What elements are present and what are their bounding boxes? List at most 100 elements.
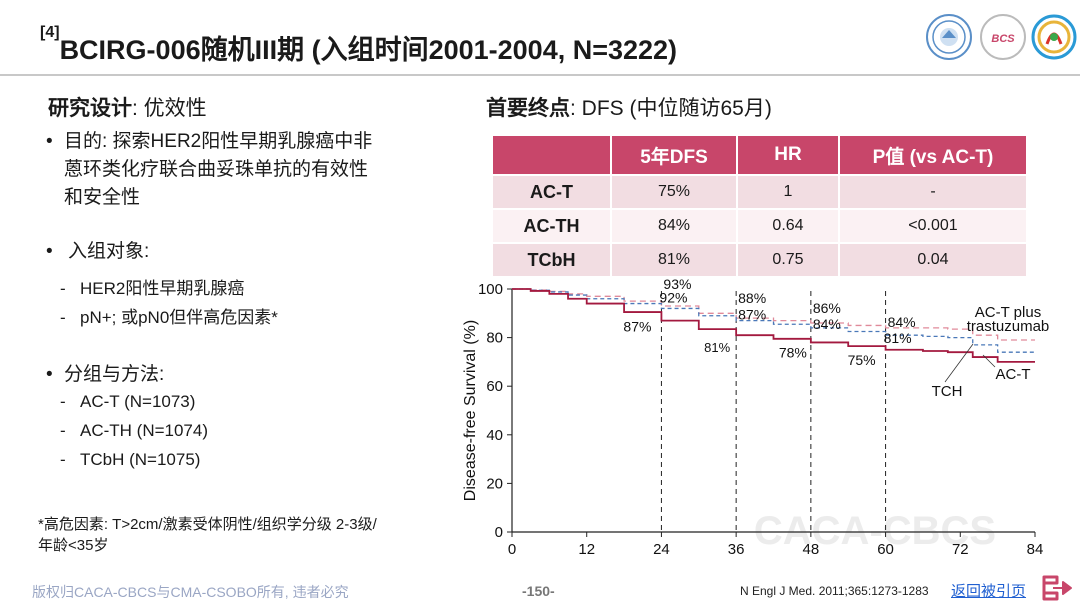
csobo-logo: [1031, 14, 1077, 60]
x-tick-label: 24: [653, 541, 670, 558]
dfs-km-chart: CACA-CBCS 0 20 40 60 80 100 0 12 24 36 48 60 72 84 93…: [462, 276, 1050, 558]
data-label: 84%: [888, 314, 916, 330]
y-tick-label: 0: [495, 524, 503, 541]
population-item: - pN+; 或pN0但伴高危因素*: [60, 308, 278, 327]
data-label: 81%: [884, 330, 912, 346]
population-bullet: • 入组对象:: [46, 238, 150, 266]
table-cell: 0.64: [737, 208, 840, 243]
y-tick-label: 100: [478, 281, 503, 298]
groups-bullet: • 分组与方法:: [46, 361, 165, 389]
x-tick-label: 12: [578, 541, 595, 558]
data-label: 93%: [663, 276, 691, 292]
footnote-line: *高危因素: T>2cm/激素受体阴性/组织学分级 2-3级/: [38, 516, 377, 533]
table-row: AC-TH 84% 0.64 <0.001: [493, 208, 1026, 243]
series-label: trastuzumab: [967, 318, 1050, 335]
population-item-text: HER2阳性早期乳腺癌: [80, 279, 245, 298]
design-heading-rest: : 优效性: [132, 97, 207, 120]
x-tick-label: 48: [803, 541, 820, 558]
footnote-line: 年龄<35岁: [38, 537, 109, 554]
table-cell: AC-TH: [493, 208, 612, 243]
table-cell: 75%: [611, 174, 738, 209]
km-curve-tch: [512, 288, 1035, 353]
title-text: BCIRG-006随机III期 (入组时间2001-2004, N=3222): [59, 35, 678, 65]
bullet-dot: •: [46, 364, 53, 385]
population-item: - HER2阳性早期乳腺癌: [60, 279, 245, 298]
data-label: 87%: [623, 319, 651, 335]
table-cell: TCbH: [493, 242, 612, 276]
data-label: 92%: [659, 289, 687, 305]
data-label: 84%: [813, 316, 841, 332]
svg-text:BCS: BCS: [991, 33, 1015, 45]
copyright-notice: 版权归CACA-CBCS与CMA-CSOBO所有, 违者必究: [32, 584, 349, 600]
y-axis-label: Disease-free Survival (%): [462, 320, 479, 501]
title-divider: [0, 74, 1080, 76]
x-tick-label: 72: [952, 541, 969, 558]
society-seal-logo: [926, 14, 972, 60]
x-tick-label: 84: [1027, 541, 1044, 558]
population-label: 入组对象:: [68, 241, 150, 262]
population-item-text: pN+; 或pN0但伴高危因素*: [80, 308, 278, 327]
group-item: - AC-TH (N=1074): [60, 421, 209, 440]
design-heading: 研究设计: 优效性: [48, 92, 207, 122]
bullet-dot: •: [46, 241, 53, 262]
table-cell: <0.001: [839, 208, 1026, 243]
dfs-results-table: 5年DFS HR P值 (vs AC-T) AC-T 75% 1 - AC-TH…: [493, 136, 1026, 276]
title-reference: [4]: [40, 24, 60, 41]
data-label: 86%: [813, 300, 841, 316]
y-tick-label: 80: [486, 330, 503, 347]
back-arrow-icon[interactable]: [1041, 574, 1073, 602]
bullet-dot: •: [46, 131, 53, 152]
table-cell: AC-T: [493, 174, 612, 209]
group-item-text: AC-T (N=1073): [80, 392, 196, 411]
y-tick-label: 40: [486, 427, 503, 444]
data-label: 88%: [738, 290, 766, 306]
back-link[interactable]: 返回被引页: [951, 583, 1027, 600]
data-label: 75%: [848, 352, 876, 368]
chart-watermark: CACA-CBCS: [754, 509, 996, 553]
purpose-line: 蒽环类化疗联合曲妥珠单抗的有效性: [64, 159, 369, 180]
data-label: 78%: [779, 344, 807, 360]
label-leader-line: [982, 354, 996, 368]
table-row: TCbH 81% 0.75 0.04: [493, 242, 1026, 276]
series-label: AC-T plus: [975, 304, 1041, 321]
design-heading-bold: 研究设计: [48, 97, 132, 120]
table-header-cell: [493, 136, 612, 175]
reference-citation: N Engl J Med. 2011;365:1273-1283: [740, 584, 929, 598]
x-tick-label: 60: [877, 541, 894, 558]
table-header-row: 5年DFS HR P值 (vs AC-T): [493, 136, 1026, 175]
table-cell: 0.04: [839, 242, 1026, 276]
group-item: - TCbH (N=1075): [60, 450, 201, 469]
y-tick-label: 20: [486, 475, 503, 492]
table-cell: 1: [737, 174, 840, 209]
table-cell: 0.75: [737, 242, 840, 276]
endpoint-heading-rest: : DFS (中位随访65月): [570, 97, 772, 120]
series-label: TCH: [932, 383, 963, 400]
page-title: [4]BCIRG-006随机III期 (入组时间2001-2004, N=322…: [40, 24, 678, 67]
table-row: AC-T 75% 1 -: [493, 174, 1026, 209]
table-header-cell: HR: [737, 136, 840, 175]
km-curve-ac-t-plus-trastuzumab: [512, 288, 1035, 341]
groups-label: 分组与方法:: [64, 364, 165, 385]
purpose-line: 目的: 探索HER2阳性早期乳腺癌中非: [64, 131, 373, 152]
purpose-line: 和安全性: [64, 187, 141, 208]
data-label: 81%: [704, 340, 730, 355]
purpose-bullet: • 目的: 探索HER2阳性早期乳腺癌中非 蒽环类化疗联合曲妥珠单抗的有效性 和…: [46, 128, 373, 212]
bcs-logo: BCS: [980, 14, 1026, 60]
x-tick-label: 0: [508, 541, 516, 558]
group-item: - AC-T (N=1073): [60, 392, 196, 411]
y-tick-label: 60: [486, 378, 503, 395]
endpoint-heading-bold: 首要终点: [486, 97, 570, 120]
data-label: 87%: [738, 307, 766, 323]
table-cell: 84%: [611, 208, 738, 243]
group-item-text: AC-TH (N=1074): [80, 421, 209, 440]
page-number: -150-: [522, 583, 555, 599]
series-label: AC-T: [996, 366, 1031, 383]
table-cell: -: [839, 174, 1026, 209]
group-item-text: TCbH (N=1075): [80, 450, 201, 469]
table-cell: 81%: [611, 242, 738, 276]
km-curve-ac-t: [512, 288, 1035, 363]
x-tick-label: 36: [728, 541, 745, 558]
table-header-cell: P值 (vs AC-T): [839, 136, 1026, 175]
label-leader-line: [944, 343, 974, 383]
table-header-cell: 5年DFS: [611, 136, 738, 175]
